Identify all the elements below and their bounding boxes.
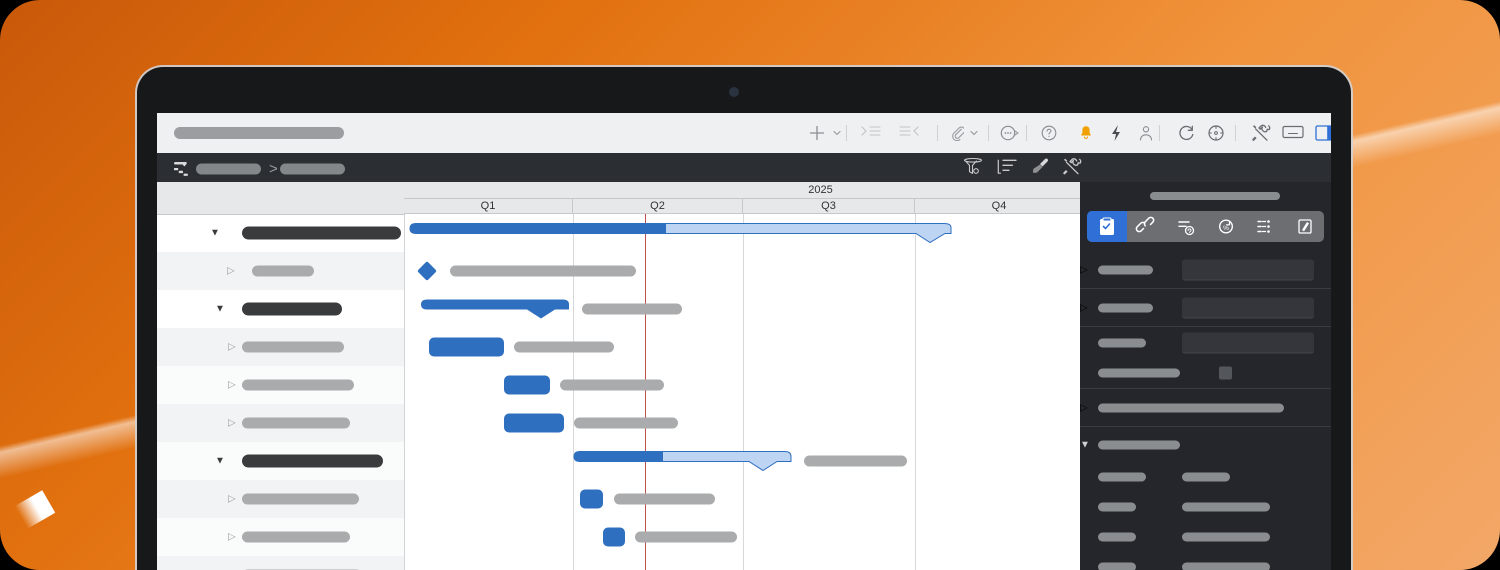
svg-text:%: % bbox=[1223, 225, 1229, 232]
